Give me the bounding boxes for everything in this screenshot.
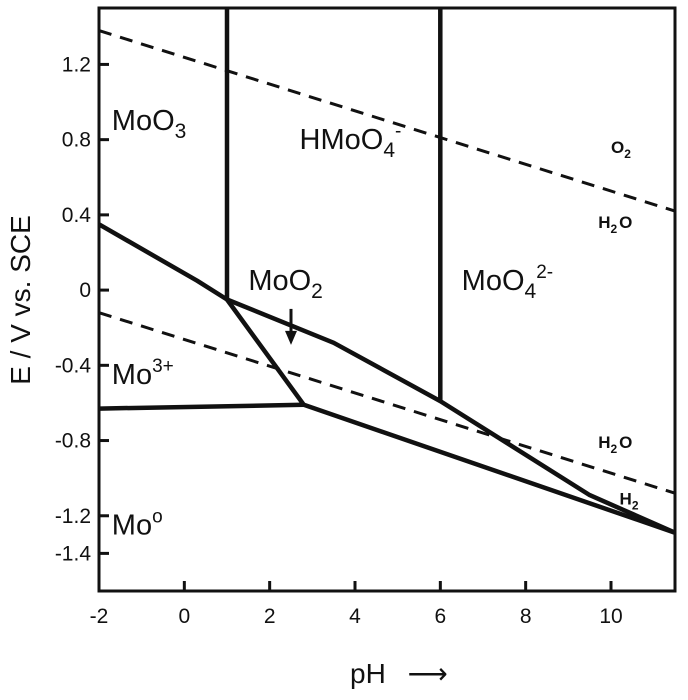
region-formula: MoO: [248, 265, 311, 297]
species-annotation: O2: [611, 138, 631, 161]
phase-boundary-2: [98, 402, 304, 411]
species-annotation: H2 O: [598, 213, 632, 236]
species-symbol: H: [598, 213, 610, 232]
region-subscript: 3: [175, 120, 187, 143]
region-superscript: 2-: [536, 262, 553, 283]
y-tick-label: -0.4: [55, 354, 92, 377]
species-symbol: O: [611, 138, 624, 157]
region-superscript: -: [395, 121, 401, 142]
species-symbol: H: [620, 489, 632, 508]
region-label: Moo: [112, 507, 163, 542]
y-tick-label: -1.2: [55, 505, 91, 528]
y-axis-title: E / V vs. SCE: [5, 215, 36, 385]
region-subscript: 2: [311, 280, 323, 303]
region-formula: MoO: [462, 265, 525, 297]
species-tail: O: [619, 433, 632, 452]
plot-lines: [97, 8, 676, 535]
x-tick-label: 6: [434, 605, 446, 628]
phase-boundary-0: [97, 222, 676, 535]
region-formula: MoO: [112, 105, 175, 137]
region-label: MoO2: [248, 265, 323, 303]
region-label: Mo3+: [112, 356, 174, 391]
x-tick-label: 2: [264, 605, 276, 628]
x-tick-label: 8: [520, 605, 532, 628]
region-label: MoO3: [112, 105, 187, 143]
plot-frame: [97, 6, 677, 593]
region-label: MoO42-: [462, 262, 553, 303]
region-formula: Mo: [112, 359, 152, 391]
species-subscript: 2: [632, 498, 639, 512]
region-labels: MoO3 HMoO4-MoO2 MoO42-Mo3+Moo: [112, 105, 553, 541]
species-tail: O: [619, 213, 632, 232]
x-axis-arrow: ⟶: [408, 658, 448, 689]
y-tick-label: -0.8: [55, 430, 91, 453]
species-subscript: 2: [624, 147, 631, 161]
region-subscript: 4: [383, 139, 395, 162]
species-annotation: H2: [620, 489, 639, 512]
y-tick-label: 0: [79, 279, 91, 302]
x-tick-label: 4: [349, 605, 361, 628]
x-axis-label: pH: [350, 658, 386, 689]
x-tick-label: -2: [90, 605, 109, 628]
species-subscript: 2: [610, 222, 617, 236]
x-tick-label: 0: [178, 605, 190, 628]
species-subscript: 2: [610, 442, 617, 456]
region-label: HMoO4-: [300, 121, 402, 162]
y-tick-label: 1.2: [62, 53, 91, 76]
arrow-head: [285, 330, 297, 345]
species-symbol: H: [598, 433, 610, 452]
species-annotation: H2 O: [598, 433, 632, 456]
x-axis-title: pH ⟶: [350, 658, 448, 689]
y-tick-label: 0.8: [62, 129, 91, 152]
region-superscript: 3+: [152, 356, 174, 377]
x-tick-label: 10: [599, 605, 622, 628]
y-tick-label: 0.4: [62, 204, 92, 227]
region-subscript: 4: [525, 280, 537, 303]
dashed-boundary-5: [98, 29, 676, 213]
region-formula: HMoO: [300, 124, 384, 156]
tick-labels: -2 0 2 4 6 8 101.20.80.40-0.4-0.8-1.2-1.4: [55, 53, 623, 628]
region-superscript: o: [152, 507, 163, 528]
region-formula: Mo: [112, 510, 152, 542]
dashed-boundary-6: [98, 311, 676, 495]
pointer-arrow: [285, 308, 297, 345]
axis-ticks: [97, 62, 613, 591]
y-tick-label: -1.4: [55, 542, 92, 565]
